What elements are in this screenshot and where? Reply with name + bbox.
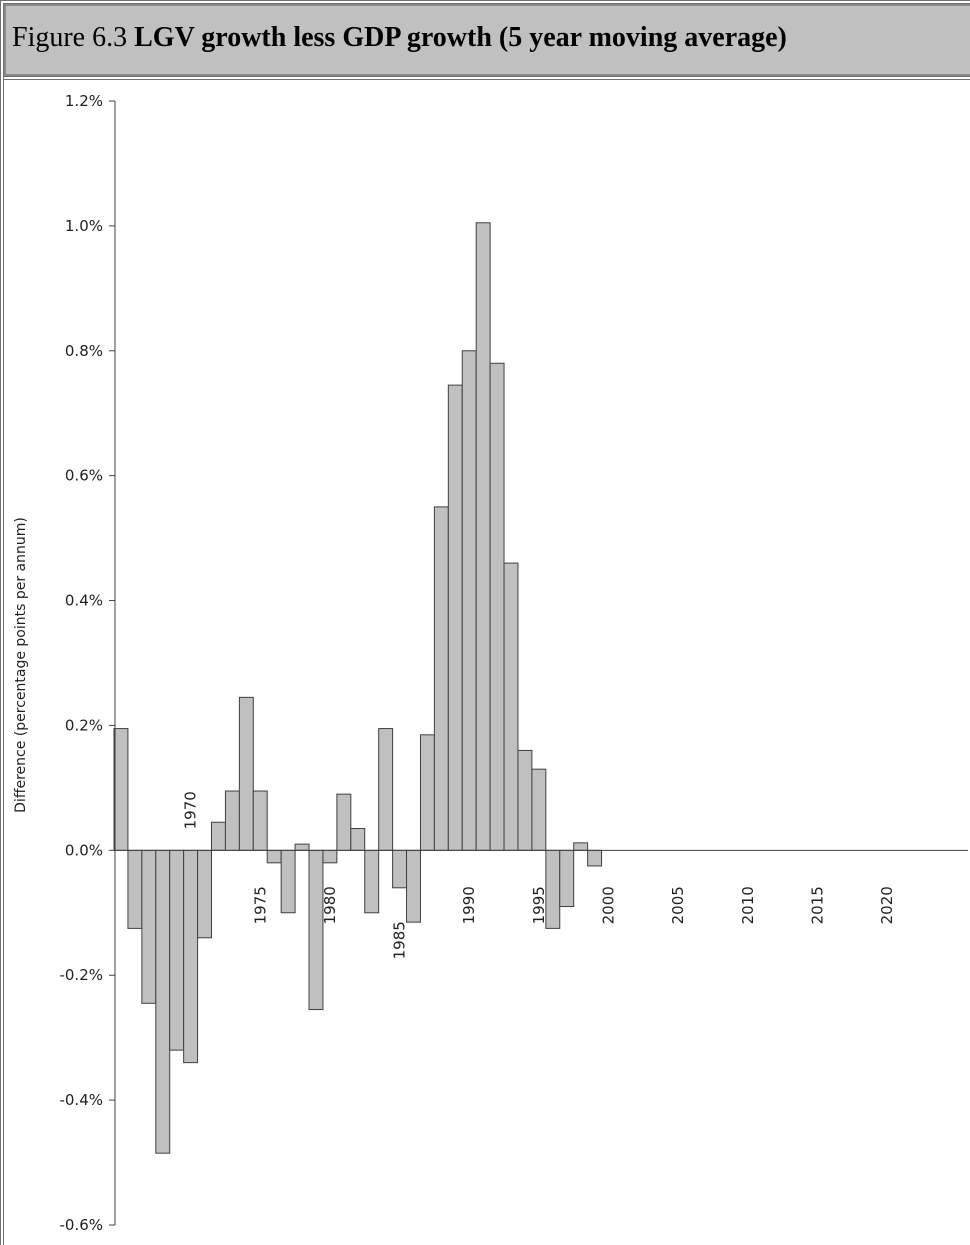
bar-1984 [378,728,394,851]
bar-1969 [169,849,185,1051]
bar-1988 [433,506,449,851]
bar-1967 [141,849,157,1004]
bar-1989 [447,384,463,851]
y-tick-label: 0.2% [65,716,103,734]
bar-1986 [406,849,421,923]
bar-1966 [127,849,143,929]
x-tick-label: 1975 [251,886,269,924]
x-tick-label: 1990 [460,886,478,924]
caption-separator [4,76,970,80]
y-tick-label: 0.6% [65,467,103,485]
x-tick-label: 1980 [321,886,339,924]
bar-1996 [545,849,561,929]
bar-1999 [587,849,603,867]
bar-1991 [475,222,491,851]
y-tick-label: -0.2% [59,966,103,984]
x-tick-label: 2005 [669,886,687,924]
bar-1976 [266,849,282,864]
x-tick-label: 2015 [809,886,827,924]
x-tick-label: 2010 [739,886,757,924]
bar-1997 [559,849,575,908]
x-tick-label: 1995 [530,886,548,924]
y-tick-label: 1.0% [65,217,103,235]
bar-1998 [573,842,589,851]
y-axis-ticks: 1.2% 1.0% 0.8% 0.6% 0.4% 0.2% 0.0% -0.2% -0.4% -0… [59,92,115,1234]
bar-1972 [211,821,226,851]
y-tick-label: -0.4% [59,1091,103,1109]
bars-group [113,222,603,1154]
figure-number: Figure 6.3 [12,22,128,53]
y-tick-label: 0.4% [65,592,103,610]
bar-1978 [294,843,310,851]
y-axis-label: Difference (percentage points per annum) [13,517,29,813]
bar-1980 [322,849,338,864]
bar-1987 [419,734,435,851]
y-tick-label: 0.8% [65,342,103,360]
x-tick-label: 2020 [878,886,896,924]
bar-1979 [308,849,324,1011]
bar-1975 [252,790,268,851]
bar-1968 [155,849,171,1154]
bar-1981 [336,793,352,851]
bar-1994 [517,749,533,851]
bar-1995 [531,768,547,851]
bar-1993 [503,562,519,851]
bar-1990 [461,350,477,851]
figure-caption: Figure 6.3 LGV growth less GDP growth (5… [4,4,970,76]
x-axis-ticks: 1970 1975 1980 1985 1990 1995 2000 2005 2010 2015… [182,791,896,959]
bar-1971 [197,849,213,939]
y-tick-label: 1.2% [65,92,103,110]
bar-1977 [280,849,296,914]
bar-1983 [364,849,380,914]
y-tick-label: -0.6% [59,1216,103,1234]
bar-1965 [113,728,129,851]
bar-1982 [350,827,366,851]
x-tick-label: 1970 [182,791,200,829]
bar-1992 [489,362,505,851]
bar-1974 [238,696,254,851]
x-tick-label: 1985 [391,921,409,959]
axes-group [114,101,968,1225]
y-tick-label: 0.0% [65,841,103,859]
bar-1973 [224,790,240,851]
figure-title: LGV growth less GDP growth (5 year movin… [134,22,787,53]
bar-1970 [183,849,199,1064]
bar-1985 [392,849,408,889]
x-tick-label: 2000 [600,886,618,924]
